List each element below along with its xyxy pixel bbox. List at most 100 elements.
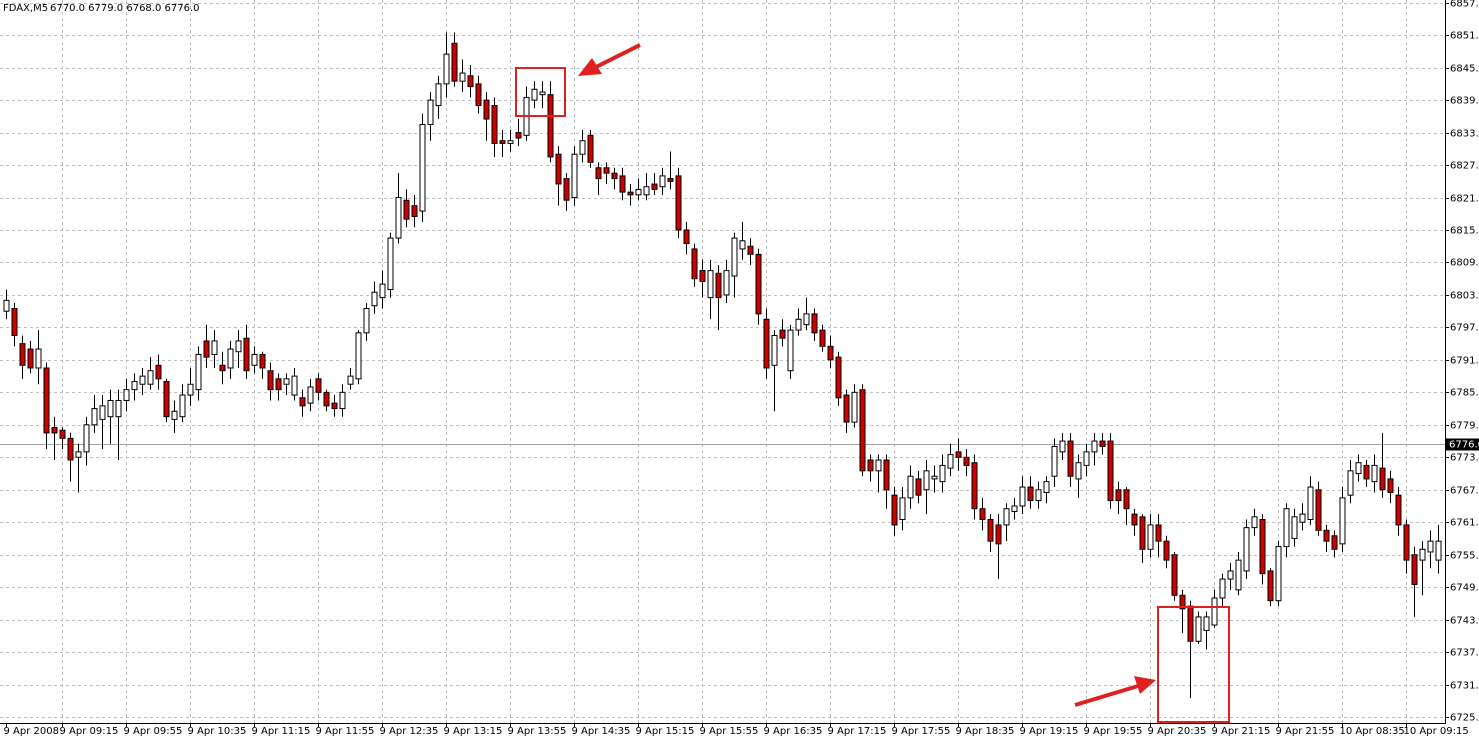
candle-body: [1291, 516, 1298, 539]
candle-body: [83, 424, 90, 453]
candle-body: [1403, 524, 1410, 561]
candle-body: [27, 348, 34, 369]
candle-body: [635, 188, 642, 196]
candle-body: [723, 270, 730, 296]
candle-body: [803, 313, 810, 326]
y-tick-label: 6785.5: [1450, 388, 1479, 399]
candle-body: [1275, 546, 1282, 602]
x-tick-label: 9 Apr 13:55: [508, 726, 567, 737]
candle-body: [587, 134, 594, 163]
candle-body: [731, 237, 738, 277]
ohlc-header: 6770.0 6779.0 6768.0 6776.0: [50, 3, 200, 14]
candle-body: [507, 140, 514, 144]
y-tick-label: 6761.5: [1450, 518, 1479, 529]
x-tick-label: 9 Apr 14:35: [572, 726, 631, 737]
x-tick-label: 9 Apr 2008: [4, 726, 59, 737]
candle-body: [459, 72, 466, 82]
candle-body: [963, 456, 970, 466]
candle-body: [435, 83, 442, 107]
candle-body: [1331, 535, 1338, 550]
x-tick-label: 9 Apr 16:35: [764, 726, 823, 737]
candle-body: [1139, 516, 1146, 550]
candle-body: [251, 353, 258, 366]
candle-body: [843, 394, 850, 423]
x-tick-label: 9 Apr 15:15: [636, 726, 695, 737]
candle-body: [379, 283, 386, 299]
candle-body: [931, 475, 938, 480]
candle-body: [59, 429, 66, 439]
y-tick-label: 6791.5: [1450, 356, 1479, 367]
x-tick-label: 9 Apr 13:15: [444, 726, 503, 737]
candle-body: [299, 397, 306, 407]
candle-body: [19, 343, 26, 366]
candle-body: [595, 167, 602, 180]
candle-body: [139, 375, 146, 385]
candle-body: [795, 318, 802, 331]
candle-body: [115, 399, 122, 418]
candle-body: [155, 364, 162, 380]
candle-body: [467, 75, 474, 88]
candle-body: [891, 494, 898, 526]
candle-body: [987, 519, 994, 542]
x-tick-label: 9 Apr 21:55: [1276, 726, 1335, 737]
candle-body: [1435, 540, 1442, 561]
candle-body: [1427, 540, 1434, 553]
y-tick-label: 6797.5: [1450, 323, 1479, 334]
candle-body: [915, 478, 922, 496]
candle-body: [1307, 486, 1314, 521]
candle-body: [1147, 524, 1154, 550]
candle-body: [819, 329, 826, 347]
y-tick-label: 6833.5: [1450, 129, 1479, 140]
x-tick-label: 9 Apr 15:55: [700, 726, 759, 737]
candle-body: [203, 340, 210, 358]
candle-body: [1187, 605, 1194, 642]
candle-body: [531, 88, 538, 101]
annotations: [515, 43, 1230, 723]
plot-area: [0, 0, 1445, 723]
arrow-head: [1134, 676, 1156, 694]
candle-body: [1107, 440, 1114, 502]
candle-body: [763, 318, 770, 369]
candle-body: [131, 381, 138, 391]
candle-body: [355, 332, 362, 380]
candle-body: [787, 329, 794, 372]
y-tick-label: 6743.5: [1450, 616, 1479, 627]
candle-body: [1075, 462, 1082, 480]
candle-body: [1171, 554, 1178, 596]
candle-body: [1059, 440, 1066, 453]
y-tick-label: 6725.5: [1450, 713, 1479, 724]
candle-body: [835, 356, 842, 399]
candle-body: [859, 389, 866, 472]
candle-body: [1395, 494, 1402, 526]
candle-body: [179, 394, 186, 418]
candle-body: [539, 91, 546, 96]
candle-body: [667, 178, 674, 182]
last-price-box: [1446, 438, 1479, 451]
x-tick-label: 9 Apr 12:35: [380, 726, 439, 737]
candle-body: [883, 459, 890, 491]
symbol-label: FDAX,M5: [3, 3, 48, 14]
candle-body: [779, 329, 786, 339]
last-price-label: 6776.0: [1449, 440, 1479, 451]
y-tick-label: 6809.5: [1450, 258, 1479, 269]
candle-body: [43, 367, 50, 434]
candle-body: [995, 524, 1002, 545]
candle-body: [1099, 440, 1106, 447]
candle-body: [443, 53, 450, 85]
candle-body: [827, 345, 834, 361]
candle-body: [235, 340, 242, 353]
candle-body: [1387, 478, 1394, 493]
candle-body: [571, 153, 578, 199]
x-tick-label: 9 Apr 21:15: [1212, 726, 1271, 737]
candle-body: [675, 175, 682, 231]
candle-body: [1259, 519, 1266, 575]
y-tick-label: 6839.5: [1450, 96, 1479, 107]
candle-body: [275, 378, 282, 391]
candle-body: [283, 378, 290, 385]
candle-body: [403, 199, 410, 220]
x-tick-label: 9 Apr 19:55: [1084, 726, 1143, 737]
candle-body: [603, 167, 610, 174]
candle-body: [339, 391, 346, 410]
